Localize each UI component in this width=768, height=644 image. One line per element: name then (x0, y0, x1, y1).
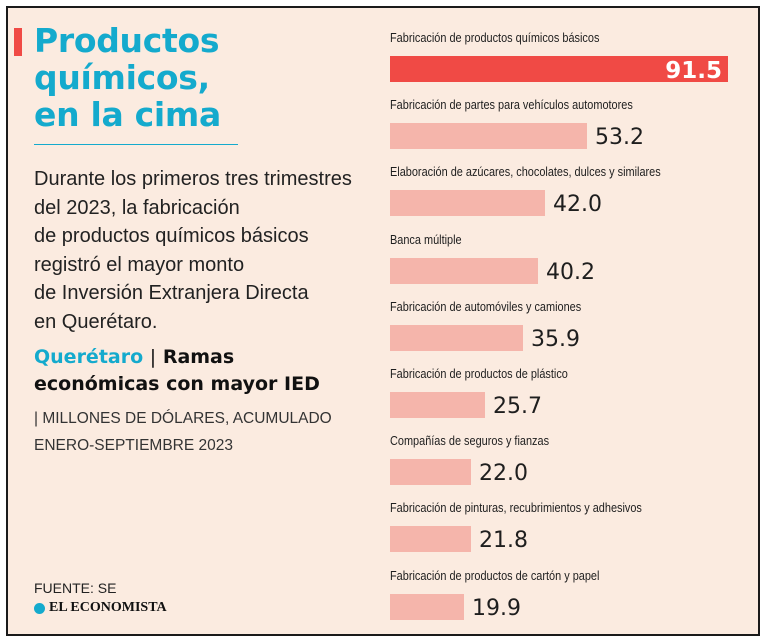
description-line: de Inversión Extranjera Directa (34, 282, 309, 304)
value-label: 21.8 (479, 528, 528, 554)
value-label: 53.2 (595, 125, 644, 151)
chart-title-place: Querétaro (34, 346, 144, 368)
value-label: 42.0 (553, 192, 602, 218)
chart-title-separator: | (149, 346, 157, 368)
description: Durante los primeros tres trimestres del… (34, 165, 364, 336)
value-label: 22.0 (479, 461, 528, 487)
bar (390, 392, 485, 418)
value-label: 40.2 (546, 259, 595, 285)
bar (390, 526, 471, 553)
chart-title: Querétaro | Ramas económicas con mayor I… (34, 344, 374, 398)
accent-bar (14, 28, 22, 56)
description-line: de productos químicos básicos (34, 225, 309, 247)
chart-units: | MILLONES DE DÓLARES, ACUMULADO ENERO-S… (34, 405, 374, 459)
value-label: 19.9 (472, 595, 521, 621)
headline-divider (34, 144, 238, 145)
bar (390, 257, 538, 284)
bar (390, 593, 464, 620)
description-line: en Querétaro. (34, 310, 158, 333)
brand-globe-icon (34, 602, 45, 614)
category-label: Elaboración de azúcares, chocolates, dul… (390, 164, 661, 180)
chart-title-line-2: económicas con mayor IED (34, 373, 320, 395)
headline-line-3: en la cima (34, 95, 221, 134)
category-label: Compañías de seguros y fianzas (390, 433, 550, 449)
category-label: Fabricación de pinturas, recubrimientos … (390, 500, 642, 516)
description-line: registró el mayor monto (34, 253, 245, 276)
headline: Productos químicos, en la cima (34, 22, 334, 133)
bar (390, 324, 523, 351)
value-label: 25.7 (493, 394, 542, 419)
bar-chart: Fabricación de productos químicos básico… (390, 0, 750, 644)
infographic-panel (6, 6, 760, 636)
bar (390, 190, 545, 217)
category-label: Fabricación de automóviles y camiones (390, 298, 582, 314)
bar (390, 56, 728, 82)
bar (390, 123, 587, 150)
headline-line-2: químicos, (34, 58, 210, 97)
source-note: FUENTE: SE (34, 580, 117, 596)
category-label: Fabricación de partes para vehículos aut… (390, 97, 633, 113)
category-label: Fabricación de productos químicos básico… (390, 30, 600, 45)
value-label: 35.9 (531, 326, 580, 352)
chart-title-rest: Ramas (162, 346, 235, 368)
bar (390, 459, 471, 486)
description-line: Durante los primeros tres trimestres (34, 168, 352, 190)
category-label: Banca múltiple (390, 231, 462, 247)
units-line-2: ENERO-SEPTIEMBRE 2023 (34, 437, 233, 454)
category-label: Fabricación de productos de plástico (390, 366, 568, 381)
value-label: 91.5 (665, 58, 722, 84)
headline-line-1: Productos (34, 21, 220, 60)
units-line-1: | MILLONES DE DÓLARES, ACUMULADO (34, 410, 332, 427)
category-label: Fabricación de productos de cartón y pap… (390, 567, 600, 583)
brand-name: EL ECONOMISTA (49, 600, 167, 615)
description-line: del 2023, la fabricación (34, 196, 240, 219)
brand-logo: EL ECONOMISTA (34, 600, 167, 616)
